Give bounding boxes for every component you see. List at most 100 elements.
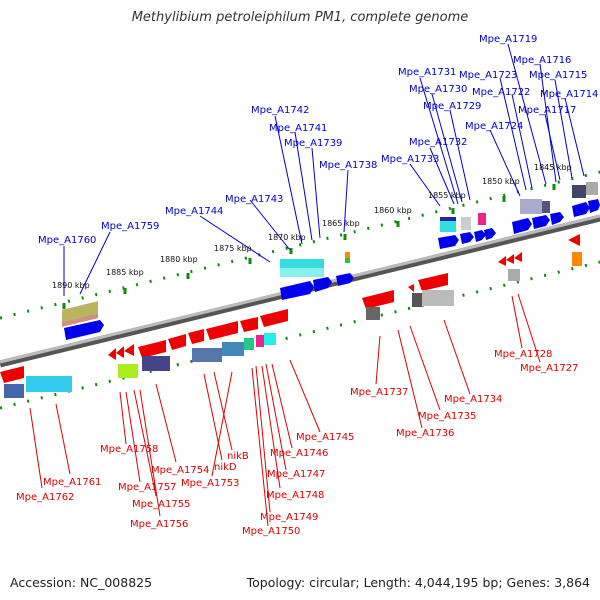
gene-arrow xyxy=(408,284,414,292)
gene-arrow xyxy=(532,215,550,229)
scale-label: 1860 kbp xyxy=(374,206,412,215)
gene-arrow xyxy=(572,202,590,217)
scale-label: 1875 kbp xyxy=(214,244,252,253)
gene-box xyxy=(142,356,170,371)
gene-label: Mpe_A1756 xyxy=(130,519,188,530)
gene-label: Mpe_A1716 xyxy=(513,55,571,66)
gene-label: nikD xyxy=(214,462,237,473)
gene-box xyxy=(440,220,456,232)
gene-label: Mpe_A1758 xyxy=(100,444,158,455)
gene-label: Mpe_A1739 xyxy=(284,138,342,149)
gene-box xyxy=(62,313,98,327)
gene-arrow xyxy=(438,235,459,249)
gene-label: Mpe_A1748 xyxy=(266,490,324,501)
reverse-gene-labels: Mpe_A1761 Mpe_A1762 Mpe_A1758 Mpe_A1757 … xyxy=(16,349,578,537)
gene-label: Mpe_A1732 xyxy=(409,137,467,148)
gene-arrow xyxy=(588,199,600,213)
gene-arrow xyxy=(108,348,116,360)
gene-arrow xyxy=(260,309,288,327)
scale-labels: 1890 kbp 1885 kbp 1880 kbp 1875 kbp 1870… xyxy=(52,163,572,290)
gene-label: Mpe_A1735 xyxy=(418,411,476,422)
gene-box xyxy=(264,333,276,345)
gene-arrow xyxy=(0,366,24,383)
gene-label: Mpe_A1762 xyxy=(16,492,74,503)
gene-label: Mpe_A1728 xyxy=(494,349,552,360)
gene-box xyxy=(508,269,520,281)
gene-label: Mpe_A1757 xyxy=(118,482,176,493)
gene-label: Mpe_A1722 xyxy=(472,87,530,98)
gene-arrow xyxy=(506,254,514,264)
scale-label: 1845 kbp xyxy=(534,163,572,172)
gene-label: Mpe_A1727 xyxy=(520,363,578,374)
gene-label: Mpe_A1724 xyxy=(465,121,523,132)
gene-box xyxy=(280,268,324,277)
map-title: Methylibium petroleiphilum PM1, complete… xyxy=(131,10,469,25)
gene-label: Mpe_A1730 xyxy=(409,84,467,95)
gene-box xyxy=(192,348,222,362)
gene-arrow xyxy=(168,334,186,350)
gene-box xyxy=(412,293,422,307)
gene-label: Mpe_A1723 xyxy=(459,70,517,81)
scale-label: 1890 kbp xyxy=(52,281,90,290)
gene-arrow xyxy=(498,256,506,266)
gene-arrow xyxy=(418,273,448,291)
gene-arrow xyxy=(240,317,258,332)
gene-box xyxy=(345,252,350,258)
gene-label: Mpe_A1733 xyxy=(381,154,439,165)
gene-label: Mpe_A1755 xyxy=(132,499,190,510)
gene-box xyxy=(118,364,138,378)
gene-label: Mpe_A1742 xyxy=(251,105,309,116)
gene-label: Mpe_A1715 xyxy=(529,70,587,81)
gene-label: Mpe_A1734 xyxy=(444,394,502,405)
scale-label: 1850 kbp xyxy=(482,177,520,186)
gene-label: Mpe_A1749 xyxy=(260,512,318,523)
gene-label: Mpe_A1753 xyxy=(181,478,239,489)
gene-box xyxy=(572,185,586,198)
dotted-track-lower xyxy=(0,260,600,410)
gene-arrow xyxy=(474,230,486,242)
gene-label: Mpe_A1746 xyxy=(270,448,328,459)
gene-box xyxy=(586,182,598,195)
gene-arrow xyxy=(64,320,104,340)
gene-box xyxy=(4,384,24,398)
gene-arrow xyxy=(313,277,332,292)
gene-label: Mpe_A1731 xyxy=(398,67,456,78)
scale-label: 1870 kbp xyxy=(268,233,306,242)
forward-genes xyxy=(62,182,600,340)
gene-box xyxy=(256,335,264,347)
gene-label: Mpe_A1714 xyxy=(540,89,598,100)
gene-arrow xyxy=(362,290,394,309)
gene-box xyxy=(244,338,254,350)
gene-arrow xyxy=(550,212,564,225)
gene-box xyxy=(440,217,456,221)
gene-label: Mpe_A1729 xyxy=(423,101,481,112)
gene-arrow xyxy=(512,218,532,234)
gene-arrow xyxy=(116,346,124,358)
dotted-track-upper xyxy=(0,170,600,320)
gene-label: Mpe_A1759 xyxy=(101,221,159,232)
forward-gene-labels: Mpe_A1760 Mpe_A1759 Mpe_A1744 Mpe_A1743 … xyxy=(38,34,598,246)
gene-arrow xyxy=(124,344,134,356)
gene-box xyxy=(478,213,486,225)
gene-box xyxy=(366,307,380,320)
gene-label: Mpe_A1750 xyxy=(242,526,300,537)
accession-text: Accession: NC_008825 xyxy=(10,575,153,590)
gene-label: Mpe_A1744 xyxy=(165,206,223,217)
gene-arrow xyxy=(484,228,496,240)
gene-arrow xyxy=(280,281,314,300)
gene-box xyxy=(62,301,98,322)
gene-arrow xyxy=(568,234,580,246)
gene-label: Mpe_A1736 xyxy=(396,428,454,439)
gene-box xyxy=(345,258,350,263)
gene-arrow xyxy=(460,232,474,244)
gene-box xyxy=(26,376,72,392)
scale-label: 1865 kbp xyxy=(322,219,360,228)
gene-arrow xyxy=(188,329,204,344)
gene-box xyxy=(422,290,454,306)
gene-label: Mpe_A1717 xyxy=(518,105,576,116)
gene-arrow xyxy=(336,273,354,286)
gene-label: Mpe_A1741 xyxy=(269,123,327,134)
gene-arrow xyxy=(206,321,238,340)
forward-leader-lines xyxy=(63,43,585,296)
